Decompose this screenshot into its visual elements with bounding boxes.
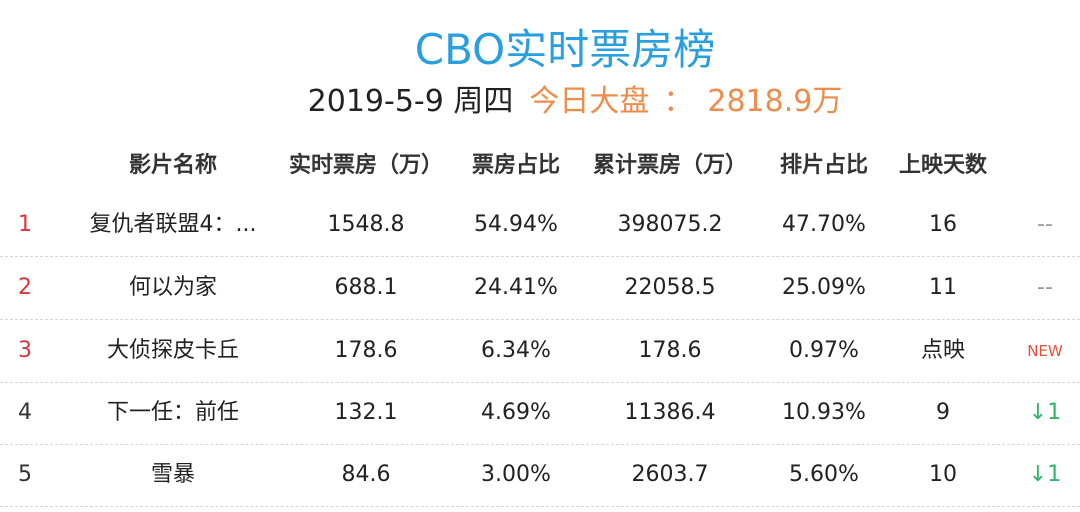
realtime-box-office: 1548.8: [327, 212, 405, 237]
cumulative-box-office: 398075.2: [617, 212, 723, 237]
schedule-share: 25.09%: [782, 275, 866, 300]
box-office-share: 4.69%: [481, 400, 551, 425]
rank-number: 5: [18, 462, 32, 487]
table-row[interactable]: 5 雪暴 84.6 3.00% 2603.7 5.60% 10 ↓1: [0, 444, 1080, 507]
release-days: 9: [936, 400, 950, 425]
cumulative-box-office: 11386.4: [624, 400, 716, 425]
rank-change: --: [1037, 212, 1053, 237]
movie-name[interactable]: 何以为家: [128, 275, 217, 300]
table-header: 影片名称 实时票房（万） 票房占比 累计票房（万） 排片占比 上映天数: [0, 146, 1080, 186]
release-days: 11: [929, 275, 957, 300]
cumulative-box-office: 22058.5: [624, 275, 716, 300]
column-header-realtime: 实时票房（万）: [288, 153, 443, 178]
box-office-share: 6.34%: [481, 338, 551, 363]
schedule-share: 47.70%: [782, 212, 866, 237]
cumulative-box-office: 178.6: [638, 338, 702, 363]
release-days: 16: [929, 212, 957, 237]
column-header-cumulative: 累计票房（万）: [592, 153, 747, 178]
rank-change: --: [1037, 275, 1053, 300]
rank-number: 2: [18, 275, 32, 300]
realtime-box-office: 178.6: [334, 338, 398, 363]
table-row[interactable]: 4 下一任：前任 132.1 4.69% 11386.4 10.93% 9 ↓1: [0, 382, 1080, 445]
table-row[interactable]: 2 何以为家 688.1 24.41% 22058.5 25.09% 11 --: [0, 257, 1080, 320]
movie-name[interactable]: 雪暴: [150, 462, 195, 487]
cumulative-box-office: 2603.7: [631, 462, 709, 487]
column-header-name: 影片名称: [128, 153, 217, 178]
schedule-share: 0.97%: [789, 338, 859, 363]
table-row[interactable]: 1 复仇者联盟4：... 1548.8 54.94% 398075.2 47.7…: [0, 194, 1080, 257]
date-label: 2019-5-9 周四: [307, 84, 514, 119]
box-office-share: 3.00%: [481, 462, 551, 487]
box-office-share: 24.41%: [474, 275, 558, 300]
schedule-share: 5.60%: [789, 462, 859, 487]
box-office-share: 54.94%: [474, 212, 558, 237]
realtime-box-office: 132.1: [334, 400, 398, 425]
page-title: CBO实时票房榜: [414, 25, 716, 74]
new-badge: NEW: [1027, 342, 1063, 360]
movie-name[interactable]: 下一任：前任: [106, 400, 239, 425]
column-header-schedule: 排片占比: [779, 153, 868, 178]
movie-name[interactable]: 复仇者联盟4：...: [89, 212, 257, 237]
rank-number: 3: [18, 338, 32, 363]
column-header-share: 票房占比: [471, 153, 560, 178]
movie-name[interactable]: 大侦探皮卡丘: [106, 338, 239, 363]
rank-number: 1: [18, 212, 32, 237]
release-days: 10: [929, 462, 957, 487]
table-row[interactable]: 3 大侦探皮卡丘 178.6 6.34% 178.6 0.97% 点映 NEW: [0, 320, 1080, 383]
rank-down-icon: ↓1: [1028, 462, 1062, 487]
release-days: 点映: [920, 338, 965, 363]
market-label: 今日大盘: [529, 84, 650, 119]
market-total: 2818.9万: [707, 84, 843, 119]
rank-down-icon: ↓1: [1028, 400, 1062, 425]
schedule-share: 10.93%: [782, 400, 866, 425]
realtime-box-office: 84.6: [341, 462, 391, 487]
column-header-days: 上映天数: [898, 153, 987, 178]
realtime-box-office: 688.1: [334, 275, 398, 300]
market-summary: 2019-5-9 周四 今日大盘 ： 2818.9万: [0, 80, 1080, 124]
rank-number: 4: [18, 400, 32, 425]
market-colon: ：: [663, 84, 694, 119]
